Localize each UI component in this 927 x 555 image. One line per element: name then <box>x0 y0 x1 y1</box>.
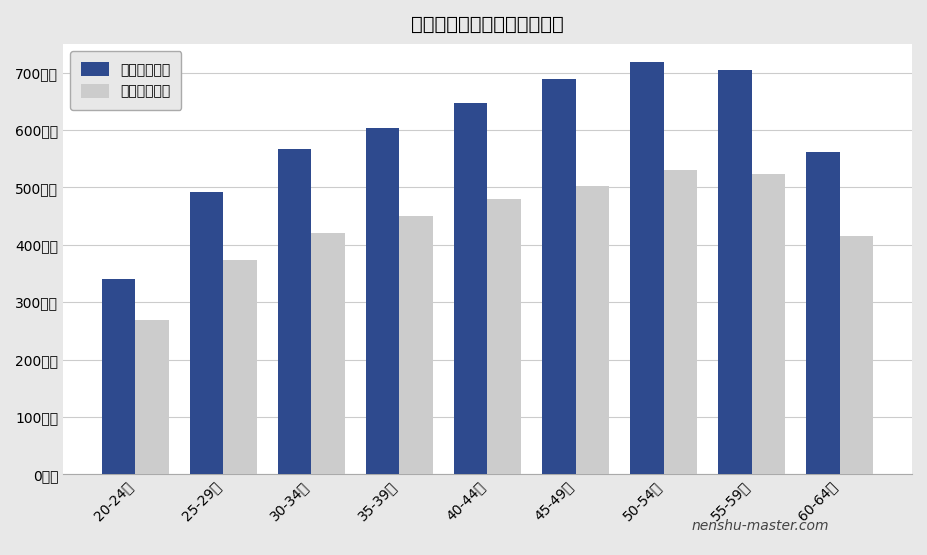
Bar <box>223 260 257 475</box>
Bar <box>400 216 433 475</box>
Legend: 想定平均年収, 全国平均年収: 想定平均年収, 全国平均年収 <box>70 51 182 109</box>
Bar <box>366 128 400 475</box>
Bar <box>190 192 223 475</box>
Text: nenshu-master.com: nenshu-master.com <box>692 519 829 533</box>
Bar <box>840 236 873 475</box>
Bar <box>311 233 345 475</box>
Bar <box>718 70 752 475</box>
Bar <box>135 320 169 475</box>
Bar <box>454 103 488 475</box>
Bar <box>664 170 697 475</box>
Bar <box>102 279 135 475</box>
Bar <box>752 174 785 475</box>
Bar <box>806 152 840 475</box>
Bar <box>278 149 311 475</box>
Bar <box>542 79 576 475</box>
Bar <box>488 199 521 475</box>
Bar <box>576 186 609 475</box>
Title: 北海道瓦斯の年齢別平均年収: 北海道瓦斯の年齢別平均年収 <box>411 15 564 34</box>
Bar <box>630 62 664 475</box>
